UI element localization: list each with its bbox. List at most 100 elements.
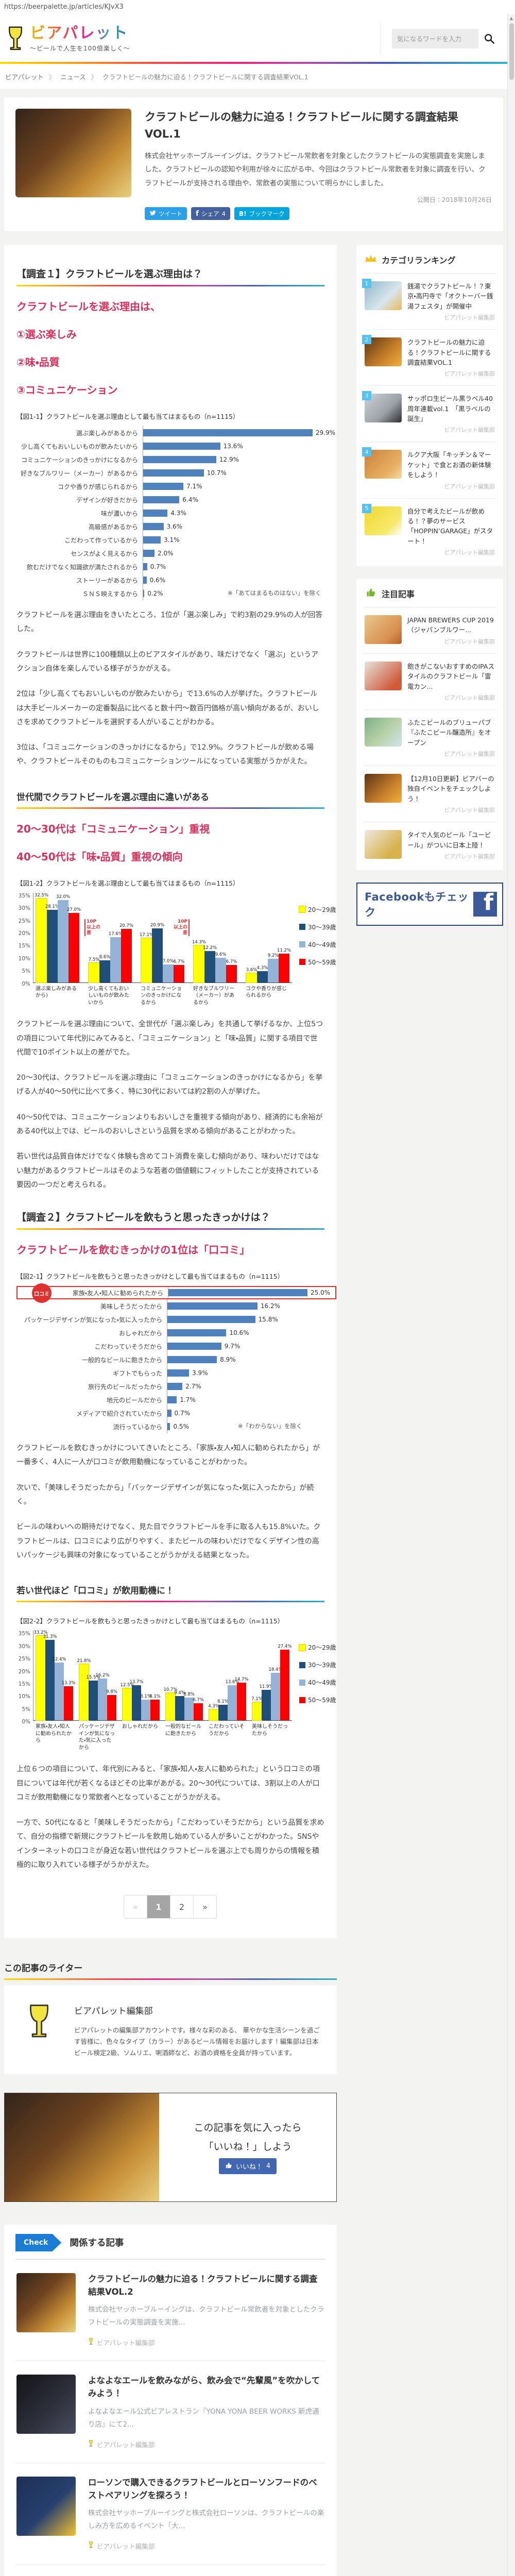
survey1-heading: 【調査１】クラフトビールを選ぶ理由は？ [16,266,324,287]
site-logo[interactable]: ビアパレット ～ビールで人生を100倍楽しく～ [5,25,130,53]
breadcrumb-item[interactable]: ビアパレット [5,73,44,81]
pagination-next[interactable]: » [193,1895,217,1919]
sidebar-article-title: 飽きがこないおすすめのIPAスタイルのクラフトビール「雷電カン... [407,662,494,690]
bar [89,1680,98,1721]
search-button[interactable] [484,33,495,44]
bar-value: 17.6% [109,931,123,937]
author-name: ビアパレット編集部 [97,2441,155,2449]
bar-group: 21.8% 15.5% 16.2% 9.8% [77,1630,117,1721]
sidebar-article-item[interactable]: 【12月10日更新】ビアバーの独自イベントをチェックしよう！ ビアパレット編集部 [364,766,496,823]
legend-swatch [299,941,305,948]
bar-value: 8.1% [140,1693,151,1699]
search-input[interactable] [392,29,478,48]
chart-fig1-2: 35% 30% 25% 20% 15% 10% 5% 0% 32.5% 28.1% 32.0% 27.… [16,892,336,1007]
category-label: 少し高くてもおいしいものが飲みたいから [88,986,129,1006]
bar [252,1701,262,1721]
hatena-bookmark-button[interactable]: B! ブックマーク [234,207,289,221]
bar [143,456,216,464]
scrollbar-thumb[interactable] [509,23,514,80]
bar [58,900,68,982]
sidebar-article-title: 【12月10日更新】ビアバーの独自イベントをチェックしよう！ [407,775,494,803]
bar-row: ＳＮＳ映えするから 0.2% [16,587,324,601]
legend-label: 50～59歳 [308,958,336,966]
bar [143,443,220,450]
category-label: パッケージデザインが気になった・気に入ったから [79,1724,115,1751]
bar-row: 少し高くてもおいしいものが飲みたいから 13.6% [16,439,324,453]
body-paragraph: クラフトビールを選ぶ理由をきいたところ、1位が「選ぶ楽しみ」で約3割の29.9%… [16,611,323,634]
breadcrumb-item[interactable]: ニュース [60,73,86,81]
related-article-item[interactable]: 「YONA YONA BEER WORKS」が虎ノ門エリアに10月18日オープン… [15,2565,325,2576]
bar-label: ＳＮＳ映えするから [82,590,138,598]
body-paragraph: 3位は、「コミュニケーションのきっかけになるから」で12.9%。クラフトビールが… [16,743,314,766]
writer-section: この記事のライター ビアパレット編集部 ビアパレットの編集部アカウントです。様々… [4,1961,337,2074]
bar-group: 33.2% 31.3% 22.4% 13.3% [34,1630,76,1721]
related-article-thumbnail [16,2476,76,2536]
y-tick-label: 25% [18,1656,30,1663]
bar-value: 32.5% [35,893,49,899]
bar [193,945,205,983]
bar-value: 0.6% [149,577,166,584]
bar-label: パッケージデザインが気になった・気に入ったから [24,1316,162,1324]
sidebar-article-item[interactable]: 2 クラフトビールの魅力に迫る！クラフトビールに関する調査結果VOL.1 ビアパレッ… [362,330,496,386]
bar-label: コミュニケーションのきっかけになるから [21,456,138,464]
related-article-title: クラフトビールの魅力に迫る！クラフトビールに関する調査結果VOL.2 [88,2274,318,2297]
category-label: 好きなブルワリー（メーカー）があるから [193,986,234,1006]
sidebar-article-item[interactable]: 1 銭湯でクラフトビール！？東京・高円寺で「オクトーバー銭湯フェスタ」が開催中 ビア… [362,274,496,330]
sidebar-article-item[interactable]: JAPAN BREWERS CUP 2019（ジャパンブルワー... ビアパレット… [364,607,496,654]
bar-value: 16.2% [260,1302,281,1310]
sidebar-article-item[interactable]: ふたこビールのブリューパブ『ふたこビール醸造所』をオープン ビアパレット編集部 [364,710,496,767]
bar-value: 3.6% [166,523,183,531]
facebook-like-button[interactable]: いいね！ 4 [218,2158,277,2175]
bar [152,928,163,982]
bar [122,1687,132,1721]
sidebar-article-author: ビアパレット編集部 [444,853,495,860]
bar-row: 好きなブルワリー（メーカー）があるから 10.7% [16,466,324,480]
pagination-page[interactable]: 2 [170,1895,194,1919]
scrollbar[interactable]: ▲ [507,14,515,2576]
bar [55,1663,64,1721]
related-article-author: ビアパレット編集部 [88,2541,324,2551]
facebook-share-button[interactable]: f シェア 4 [191,207,230,221]
bar-value: 20.9% [150,923,165,928]
sidebar-article-item[interactable]: 3 サッポロ生ビール黒ラベル40周年連載vol.1 「黒ラベルの誕生」 ビアパレット… [362,386,496,443]
like-box-image [5,2093,159,2201]
scrollbar-up-arrow-icon[interactable]: ▲ [509,16,513,21]
pagination-prev[interactable]: « [124,1895,147,1919]
logo-title: ビアパレット [30,25,130,42]
pagination-page[interactable]: 1 [147,1895,170,1919]
bar-label: こだわっていそうだから [94,1343,162,1350]
sidebar-article-thumbnail [365,830,402,859]
tweet-button[interactable]: ツイート [145,207,187,221]
sidebar-article-item[interactable]: 4 ルクア大阪「キッチン＆マーケット」で食とお酒の新体験をしよう！ ビアパレット編集… [362,442,496,499]
bar-label: 少し高くてもおいしいものが飲みたいから [21,443,138,450]
bar [132,1685,141,1721]
legend-swatch [299,1662,305,1668]
bar-value: 12.2% [203,945,217,951]
bar [167,1410,171,1417]
sidebar-article-item[interactable]: 飽きがこないおすすめのIPAスタイルのクラフトビール「雷電カン... ビアパレット… [364,654,496,710]
survey1-red-line: ③コミュニケーション [16,384,118,397]
y-tick-label: 5% [22,968,30,975]
category-label: こだわっていそうだから [209,1724,245,1737]
rank-badge: 3 [362,391,371,401]
bar-group: 32.5% 28.1% 32.0% 27.0% [35,892,81,983]
writer-avatar [18,2001,61,2044]
bar-value: 7.1% [186,483,202,490]
sidebar-article-item[interactable]: タイで人気のビール「ユービール」がついに日本上陸！ ビアパレット編集部 [364,822,496,868]
sidebar-article-item[interactable]: 5 自分で考えたビールが飲める！？夢のサービス「HOPPIN’GARAGE」がスタ… [362,499,496,565]
related-article-item[interactable]: よなよなエールを飲みながら、飲み会で“先輩風”を吹かしてみよう！ よなよなエール公… [15,2361,325,2463]
related-article-item[interactable]: クラフトビールの魅力に迫る！クラフトビールに関する調査結果VOL.2 株式会社ヤッ… [15,2260,325,2362]
bar-value: 20.7% [119,923,134,929]
writer-bio: ビアパレットの編集部アカウントです。様々な彩のある、 華やかな生活シーンを過ごす… [74,2026,320,2057]
related-article-item[interactable]: ローソンで購入できるクラフトビールとローソンフードのベストペアリングを探ろう！ 株… [15,2463,325,2565]
bar-label: ギフトでもらった [112,1369,162,1377]
facebook-page-box[interactable]: Facebookもチェック f [356,882,503,926]
bar-value: 0.2% [147,590,163,598]
bar-group: 4.3% 6.1% 13.6% 14.7% [208,1630,249,1721]
bar-group: 12.5% 13.7% 8.1% 8.1% [121,1630,161,1721]
legend-swatch [299,1643,306,1651]
bar-value: 15.8% [258,1316,278,1324]
bar [143,429,313,437]
y-tick-label: 35% [18,892,30,899]
bar-value: 22.4% [52,1657,66,1663]
